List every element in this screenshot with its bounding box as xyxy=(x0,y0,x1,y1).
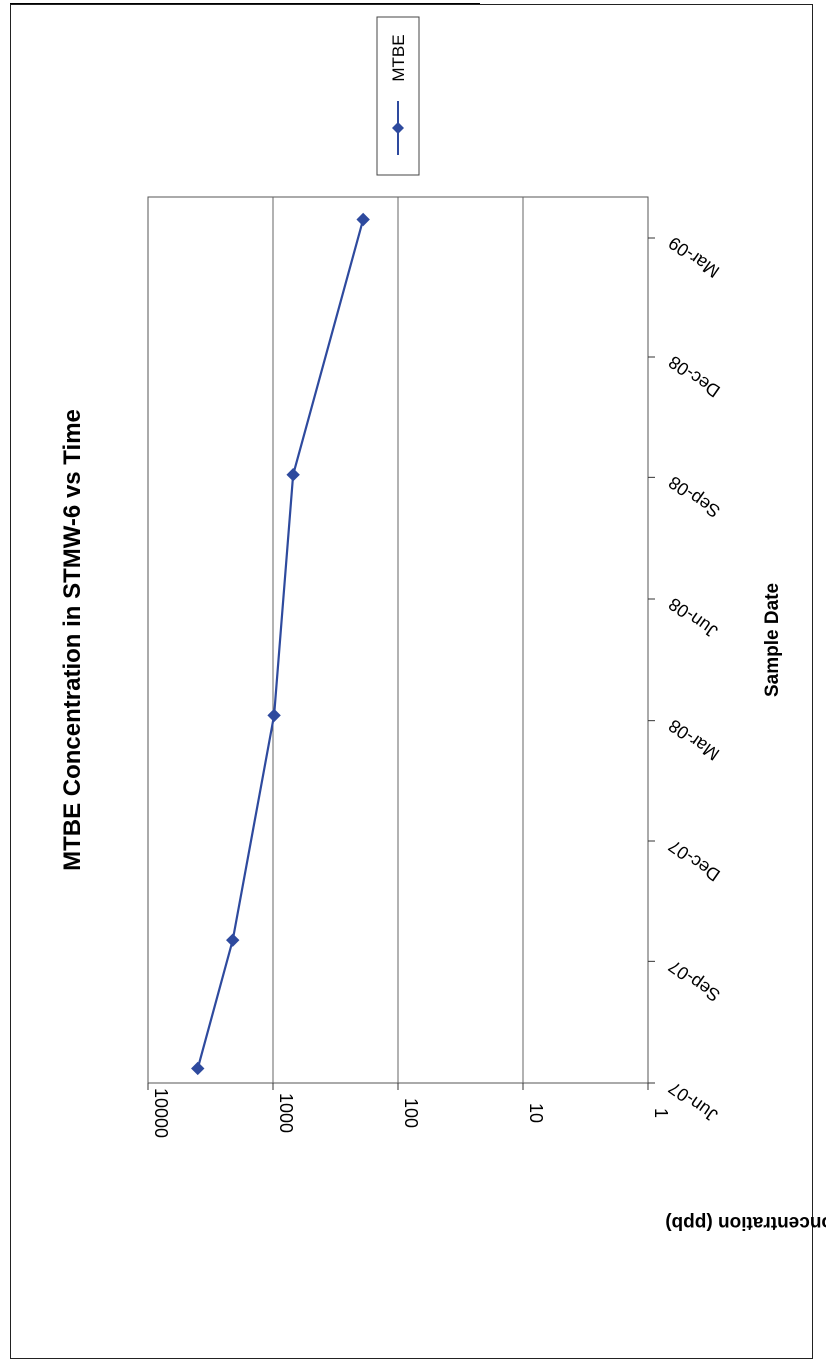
x-tick-label: Mar-08 xyxy=(665,715,723,764)
data-point xyxy=(356,212,370,227)
legend-marker-icon xyxy=(392,122,404,134)
y-tick-label: 10 xyxy=(526,1103,546,1123)
series-group xyxy=(191,212,370,1076)
data-point xyxy=(191,1061,205,1076)
y-tick-label: 10000 xyxy=(151,1088,171,1138)
x-tick-label: Sep-07 xyxy=(665,956,724,1006)
x-axis-ticks: Jun-07 Sep-07 Dec-07 Mar-08 Jun-08 Sep-08 Dec-… xyxy=(648,233,724,1126)
y-tick-label: 1 xyxy=(651,1108,671,1118)
y-tick-label: 1000 xyxy=(276,1093,296,1133)
x-tick-label: Mar-09 xyxy=(665,233,723,282)
x-axis-title: Sample Date xyxy=(762,583,783,697)
gridlines xyxy=(272,197,524,1083)
y-tick-label: 100 xyxy=(401,1098,421,1128)
y-axis-ticks: 10000 1000 100 10 1 xyxy=(147,1083,671,1138)
x-tick-label: Jun-08 xyxy=(665,594,722,642)
legend-label: MTBE xyxy=(389,34,408,81)
x-tick-label: Dec-08 xyxy=(665,352,724,402)
x-tick-label: Sep-08 xyxy=(665,472,724,522)
x-tick-label: Dec-07 xyxy=(665,836,724,886)
data-point xyxy=(226,933,240,947)
chart-title: MTBE Concentration in STMW-6 vs Time xyxy=(59,409,86,871)
legend: MTBE xyxy=(376,16,420,176)
y-axis-title: Concentration (ppb) xyxy=(665,1212,826,1233)
data-point xyxy=(286,467,300,482)
x-tick-label: Jun-07 xyxy=(665,1078,722,1126)
data-point xyxy=(267,708,281,723)
